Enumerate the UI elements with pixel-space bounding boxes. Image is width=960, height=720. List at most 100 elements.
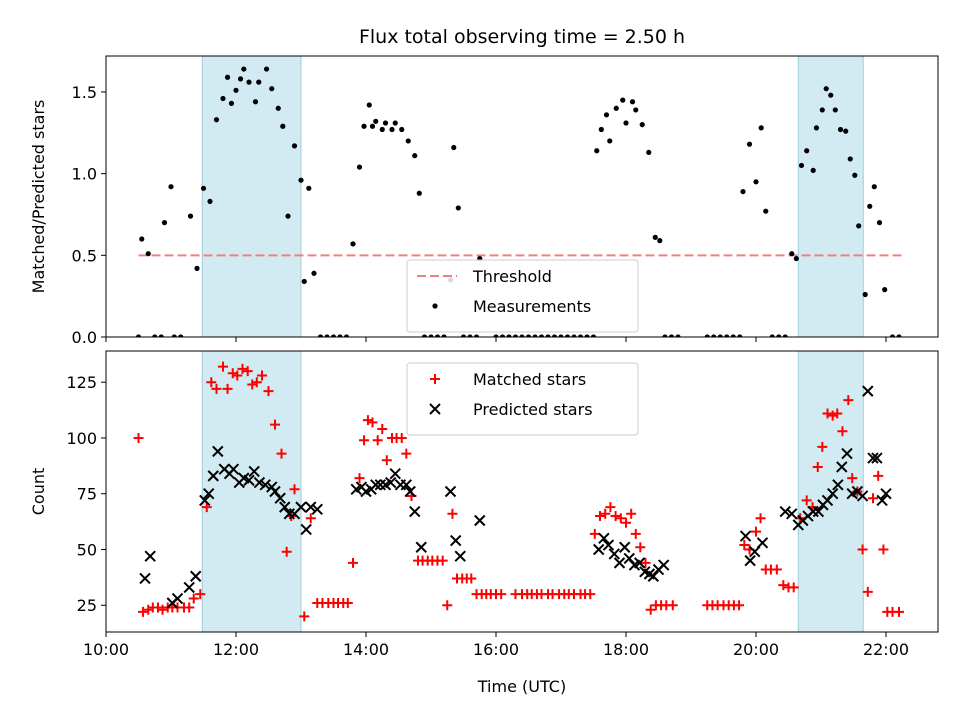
legend-box — [406, 362, 639, 436]
data-point — [598, 126, 604, 133]
data-point — [862, 586, 873, 597]
data-point — [369, 123, 376, 129]
data-point — [400, 479, 413, 491]
data-point — [496, 589, 507, 600]
data-point — [228, 100, 235, 106]
data-point — [558, 334, 564, 337]
data-point — [871, 452, 883, 464]
data-point — [620, 97, 626, 103]
axes-frame — [105, 55, 939, 338]
data-point — [460, 334, 467, 337]
data-point — [343, 334, 350, 337]
data-point — [263, 66, 270, 72]
data-point — [801, 495, 812, 506]
data-point — [704, 334, 710, 337]
data-point — [711, 334, 717, 337]
data-point — [133, 432, 144, 443]
data-point — [404, 485, 416, 498]
data-point — [652, 234, 658, 240]
data-point — [812, 461, 823, 472]
data-point — [305, 501, 317, 513]
data-point — [662, 334, 668, 337]
x-tick-label: 14:00 — [343, 640, 389, 659]
data-point — [630, 528, 641, 539]
data-point — [746, 141, 753, 147]
data-point — [852, 172, 858, 178]
data-point — [878, 544, 889, 555]
data-point — [246, 79, 252, 85]
data-point — [256, 79, 262, 85]
data-point — [281, 546, 292, 557]
data-point — [285, 213, 291, 219]
data-point — [876, 494, 888, 507]
data-point — [342, 598, 353, 609]
data-point — [828, 92, 834, 98]
series-predicted-stars — [139, 385, 892, 609]
data-point — [734, 600, 745, 611]
data-point — [301, 278, 307, 285]
data-point — [499, 334, 506, 337]
top-panel-ratio: 0.0 0.5 1.0 1.5 Matched/Predicted stars Thres… — [29, 55, 939, 347]
data-point — [590, 334, 597, 337]
data-point — [607, 138, 613, 144]
data-point — [635, 542, 646, 553]
data-point — [819, 107, 825, 113]
data-point — [779, 505, 791, 518]
data-point — [227, 368, 238, 379]
data-point — [782, 334, 788, 337]
data-point — [538, 334, 545, 337]
y-tick-label: 100 — [66, 429, 97, 448]
data-point — [758, 125, 764, 131]
data-point — [832, 479, 844, 491]
data-point — [532, 334, 538, 337]
data-point — [311, 270, 317, 276]
data-point — [740, 188, 746, 195]
data-point — [305, 513, 316, 524]
data-point — [862, 291, 868, 298]
data-point — [279, 501, 291, 513]
legend-label: Threshold — [472, 267, 552, 286]
data-point — [299, 611, 310, 622]
data-point — [836, 461, 848, 473]
data-point — [551, 334, 558, 337]
data-point — [822, 408, 833, 419]
data-point — [615, 513, 626, 524]
legend: Matched stars Predicted stars — [406, 362, 639, 436]
data-point — [269, 485, 281, 498]
data-point — [361, 123, 367, 129]
data-point — [594, 148, 600, 154]
data-point — [295, 501, 307, 513]
data-point — [389, 126, 395, 133]
data-point — [379, 126, 385, 133]
data-point — [603, 112, 610, 118]
data-point — [171, 592, 184, 605]
data-point — [880, 488, 892, 500]
data-point — [812, 505, 825, 518]
data-point — [337, 334, 343, 337]
data-point — [633, 557, 646, 569]
data-point — [626, 508, 637, 519]
data-point — [645, 604, 656, 615]
data-point — [354, 473, 365, 484]
data-point — [207, 198, 213, 205]
data-point — [252, 99, 259, 105]
data-point — [519, 334, 525, 337]
data-point — [444, 485, 457, 498]
data-point — [512, 334, 519, 337]
data-point — [867, 203, 873, 209]
data-point — [847, 473, 858, 484]
data-point — [366, 102, 372, 108]
x-tick-label: 10:00 — [83, 640, 129, 659]
legend-label: Predicted stars — [473, 400, 593, 419]
x-axis-label: Time (UTC) — [477, 677, 566, 696]
data-point — [183, 581, 195, 594]
data-point — [139, 236, 145, 242]
data-point — [876, 220, 883, 226]
data-point — [207, 470, 219, 482]
data-point — [585, 589, 596, 600]
data-point — [359, 435, 370, 446]
legend-label: Matched stars — [473, 370, 586, 389]
x-tick-label: 18:00 — [603, 640, 649, 659]
data-point — [605, 502, 616, 513]
data-point — [868, 493, 878, 504]
